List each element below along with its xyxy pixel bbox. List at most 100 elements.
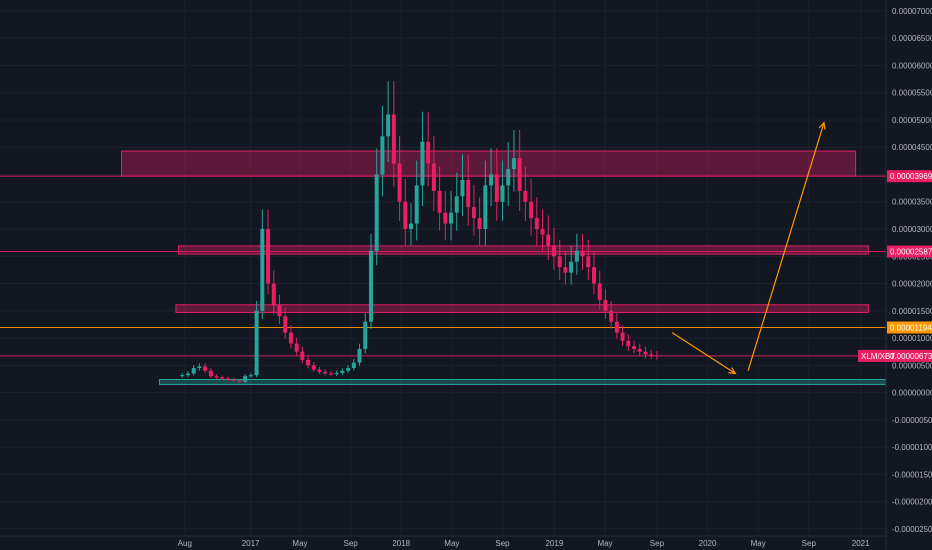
last-price-separator: - bbox=[884, 352, 887, 361]
last-price-tag-bg bbox=[858, 349, 932, 362]
candle-body bbox=[351, 362, 356, 369]
y-tick-label: 0.00001500 bbox=[892, 307, 932, 316]
candle-body bbox=[409, 223, 414, 230]
candle-body bbox=[426, 141, 431, 164]
projection-arrows bbox=[671, 121, 826, 375]
candle-body bbox=[477, 218, 482, 230]
candle-body bbox=[591, 267, 597, 284]
candle-body bbox=[483, 185, 488, 230]
candle-body bbox=[597, 283, 602, 300]
candle-body bbox=[557, 256, 562, 268]
candle-body bbox=[254, 310, 259, 376]
symbol-label: XLM/XBT bbox=[861, 352, 895, 361]
candle-body bbox=[620, 332, 625, 341]
x-tick-label: Sep bbox=[495, 539, 510, 548]
candle-body bbox=[368, 250, 373, 322]
candle-body bbox=[266, 229, 271, 284]
candle-body bbox=[654, 355, 659, 357]
x-tick-label: 2017 bbox=[242, 539, 260, 548]
candle-body bbox=[323, 371, 328, 374]
candle-body bbox=[208, 370, 213, 377]
candle-body bbox=[288, 332, 293, 344]
candle-body bbox=[374, 174, 379, 251]
price-tag-bg bbox=[887, 321, 932, 334]
candle-body bbox=[191, 368, 196, 374]
y-tick-label: 0.00006000 bbox=[892, 61, 932, 70]
candle-body bbox=[540, 229, 545, 235]
candle-body bbox=[271, 283, 276, 306]
price-tag-bg bbox=[887, 170, 932, 183]
candle-body bbox=[403, 201, 408, 230]
price-tag-value: 0.00003969 bbox=[890, 172, 932, 181]
candle-body bbox=[529, 201, 534, 219]
candle-body bbox=[214, 376, 219, 378]
candle-body bbox=[391, 114, 396, 164]
projection-arrow-up bbox=[747, 122, 825, 371]
candle-body bbox=[226, 378, 231, 380]
candle-body bbox=[580, 250, 585, 257]
candle-body bbox=[237, 380, 242, 382]
resistance-zone-low bbox=[175, 304, 869, 313]
x-tick-label: Sep bbox=[650, 539, 665, 548]
y-tick-label: 0.00003500 bbox=[892, 198, 932, 207]
y-tick-label: 0.00002000 bbox=[892, 280, 932, 289]
y-tick-label: -0.00002500 bbox=[892, 525, 932, 534]
candle-body bbox=[231, 379, 236, 381]
y-tick-label: 0.00007000 bbox=[892, 7, 932, 16]
candle-body bbox=[500, 185, 505, 202]
candle-body bbox=[489, 174, 494, 186]
candle-body bbox=[300, 351, 305, 360]
x-tick-label: 2021 bbox=[852, 539, 870, 548]
candle-body bbox=[197, 366, 202, 369]
candle-body bbox=[586, 256, 591, 268]
candle-body bbox=[397, 163, 402, 202]
candle-body bbox=[546, 234, 551, 246]
candle-body bbox=[363, 321, 368, 349]
x-tick-label: May bbox=[751, 539, 766, 548]
candle-body bbox=[277, 305, 282, 317]
y-tick-label: 0.00005000 bbox=[892, 116, 932, 125]
candle-body bbox=[632, 346, 637, 349]
candle-body bbox=[431, 163, 436, 191]
y-tick-label: -0.00001500 bbox=[892, 470, 932, 479]
candle-body bbox=[311, 365, 316, 370]
x-tick-label: 2019 bbox=[545, 539, 563, 548]
time-axis[interactable]: Aug 2017 May Sep 2018 May Sep 2019 May Sep 2020 May… bbox=[178, 539, 870, 548]
candle-body bbox=[443, 212, 448, 224]
candle-body bbox=[294, 343, 299, 352]
x-tick-label: Sep bbox=[802, 539, 817, 548]
y-tick-label: 0.00004500 bbox=[892, 143, 932, 152]
candle-body bbox=[534, 218, 539, 230]
gridlines bbox=[0, 0, 886, 536]
candle-body bbox=[494, 174, 499, 202]
candle-body bbox=[283, 316, 288, 333]
candle-body bbox=[437, 190, 442, 213]
support-zone bbox=[158, 379, 887, 385]
y-tick-label: -0.00000500 bbox=[892, 416, 932, 425]
horizontal-lines bbox=[0, 175, 886, 357]
candle-body bbox=[317, 369, 322, 372]
candle-body bbox=[243, 376, 248, 382]
candle-body bbox=[203, 366, 208, 371]
y-tick-label: 0.00005500 bbox=[892, 89, 932, 98]
candles bbox=[180, 81, 659, 383]
y-tick-label: -0.00001000 bbox=[892, 443, 932, 452]
candle-body bbox=[471, 207, 476, 219]
candle-body bbox=[460, 179, 465, 197]
x-tick-label: Sep bbox=[343, 539, 358, 548]
candle-body bbox=[449, 212, 454, 224]
zones bbox=[121, 150, 887, 385]
projection-arrow-down-head bbox=[728, 367, 737, 375]
projection-arrow-down bbox=[671, 332, 736, 375]
candle-body bbox=[454, 196, 459, 213]
candle-body bbox=[386, 114, 391, 137]
candle-body bbox=[380, 136, 385, 175]
price-tag-value: 0.00001194 bbox=[890, 323, 932, 332]
candle-body bbox=[328, 373, 333, 375]
candle-body bbox=[466, 179, 471, 208]
candle-body bbox=[180, 375, 185, 377]
candle-body bbox=[260, 229, 265, 311]
candle-body bbox=[220, 377, 225, 379]
